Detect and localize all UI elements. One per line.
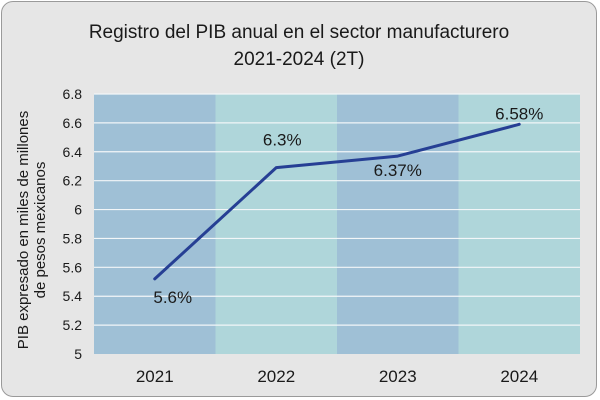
x-tick-label: 2023	[379, 367, 417, 386]
gridlines	[94, 93, 580, 326]
y-tick-label: 5	[74, 346, 82, 362]
chart-subtitle: 2021-2024 (2T)	[233, 49, 365, 70]
x-tick-label: 2024	[500, 367, 538, 386]
y-tick-label: 5.2	[63, 317, 83, 333]
data-label: 6.3%	[263, 131, 302, 150]
y-tick-label: 6.4	[63, 144, 83, 160]
y-tick-label: 6.8	[63, 86, 83, 102]
data-label: 5.6%	[153, 288, 192, 307]
y-axis-label: PIB expresado en miles de millones de pes…	[15, 111, 49, 349]
series-layer	[153, 122, 521, 281]
y-axis-label-line1: PIB expresado en miles de millones	[15, 111, 32, 349]
data-label: 6.37%	[374, 161, 422, 180]
chart-title: Registro del PIB anual en el sector manu…	[88, 22, 510, 43]
y-tick-label: 5.6	[63, 259, 83, 275]
data-label: 6.58%	[495, 104, 543, 123]
y-axis-ticks: 5 5.2 5.4 5.6 5.8 6 6.2 6.4 6.6 6.8	[63, 86, 83, 362]
x-tick-label: 2022	[257, 367, 295, 386]
x-tick-label: 2021	[136, 367, 174, 386]
y-tick-label: 6.6	[63, 115, 83, 131]
category-band-2023	[337, 94, 459, 354]
y-tick-label: 5.8	[63, 230, 83, 246]
y-tick-label: 6	[74, 202, 82, 218]
series-line	[153, 122, 521, 281]
category-band-2021	[94, 94, 216, 354]
category-band-2024	[458, 94, 580, 354]
y-tick-label: 6.2	[63, 173, 83, 189]
x-axis-ticks: 2021 2022 2023 2024	[136, 367, 538, 386]
category-band-2022	[215, 94, 337, 354]
y-axis-label-line2: de pesos mexicanos	[32, 162, 49, 299]
category-bands	[94, 94, 580, 354]
y-tick-label: 5.4	[63, 288, 83, 304]
data-labels: 5.6% 6.3% 6.37% 6.58%	[153, 104, 543, 307]
